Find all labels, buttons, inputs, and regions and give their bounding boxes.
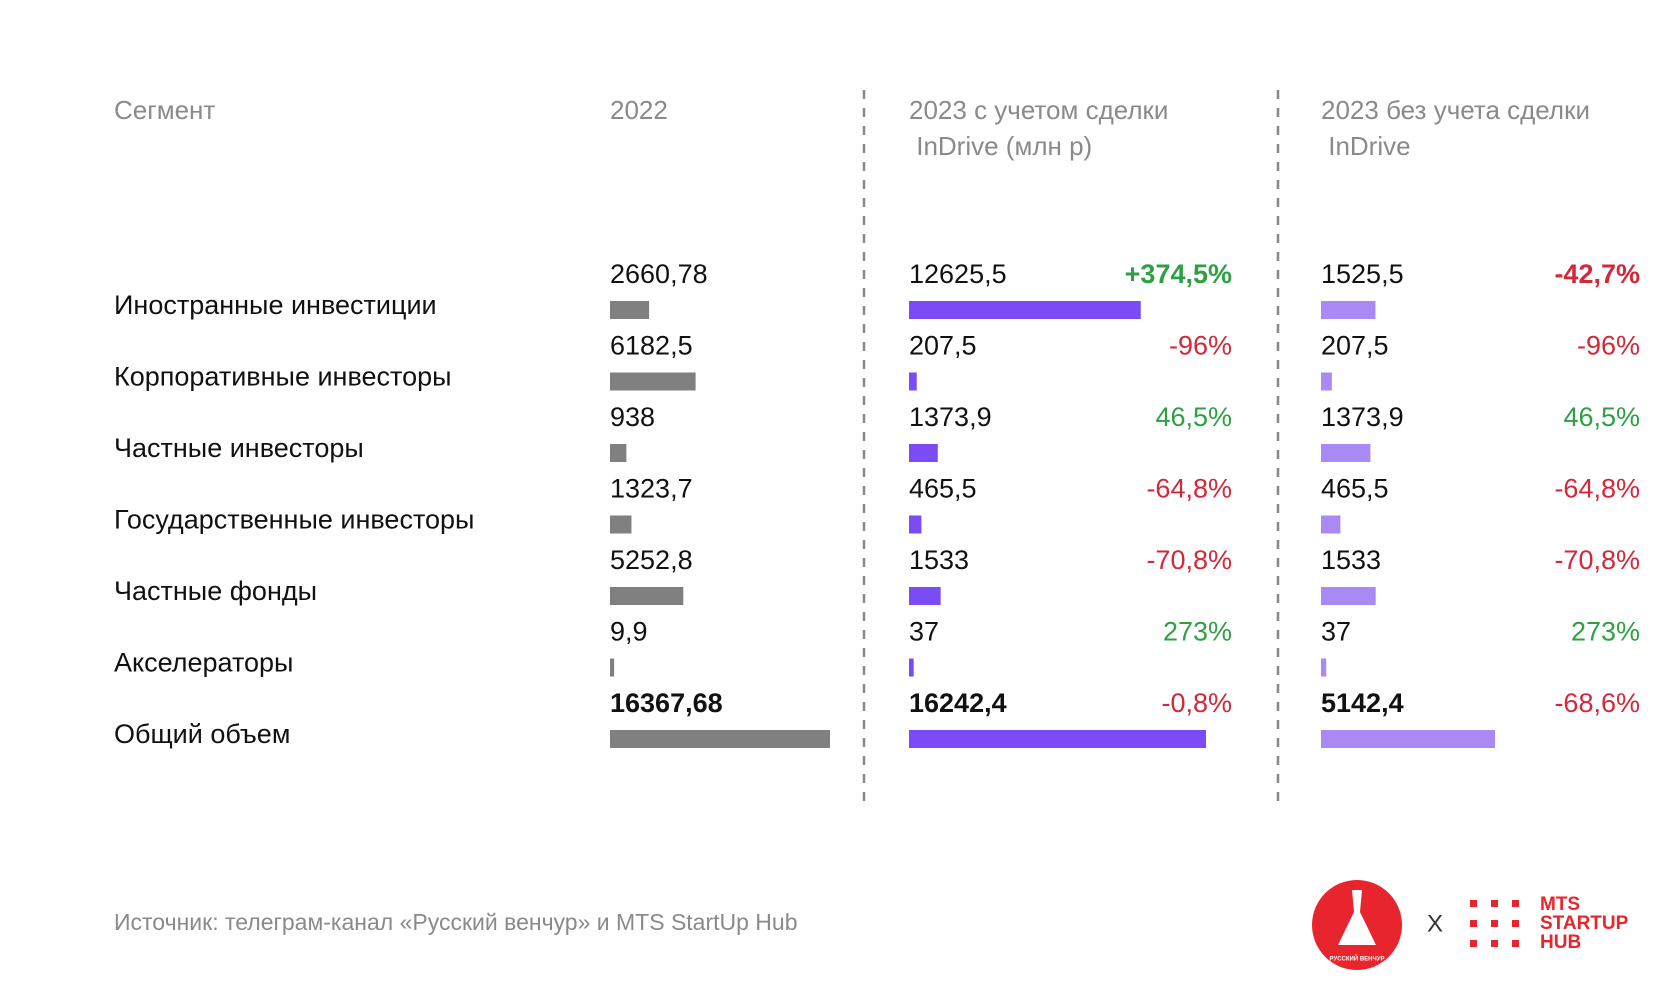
row-label: Общий объем — [114, 719, 290, 749]
value-label: 465,5 — [909, 474, 977, 504]
row-label: Государственные инвесторы — [114, 505, 474, 535]
value-label: 1323,7 — [610, 474, 693, 504]
change-label: -42,7% — [1554, 259, 1640, 289]
bar — [909, 301, 1141, 319]
bar — [1321, 372, 1332, 391]
row-label: Частные фонды — [114, 576, 317, 606]
logo-text: MTS — [1540, 894, 1580, 915]
bar — [909, 372, 917, 391]
value-label: 12625,5 — [909, 259, 1007, 289]
value-label: 207,5 — [1321, 331, 1389, 361]
column-header: 2023 с учетом сделки InDrive (млн р) — [909, 95, 1168, 161]
value-label: 5142,4 — [1321, 688, 1404, 718]
column-header: 2022 — [610, 95, 668, 125]
change-label: +374,5% — [1125, 259, 1232, 289]
bar — [610, 658, 615, 677]
change-label: -96% — [1169, 331, 1232, 361]
row-label: Иностранные инвестиции — [114, 290, 437, 320]
column-header: Сегмент — [114, 95, 215, 125]
bar — [1321, 301, 1376, 319]
value-label: 2660,78 — [610, 259, 708, 289]
value-label: 9,9 — [610, 617, 648, 647]
value-label: 37 — [909, 617, 939, 647]
bar — [610, 515, 632, 534]
value-label: 1525,5 — [1321, 259, 1404, 289]
row-label: Акселераторы — [114, 648, 293, 678]
value-label: 938 — [610, 402, 655, 432]
bar — [1321, 444, 1371, 462]
column-header: 2023 без учета сделки InDrive — [1321, 95, 1590, 161]
change-label: -96% — [1577, 331, 1640, 361]
row-label: Корпоративные инвесторы — [114, 362, 452, 392]
value-label: 465,5 — [1321, 474, 1389, 504]
logo-text: STARTUP — [1540, 913, 1629, 934]
change-label: 273% — [1163, 617, 1232, 647]
value-label: 16367,68 — [610, 688, 723, 718]
bar — [610, 444, 627, 462]
change-label: -0,8% — [1161, 688, 1232, 718]
value-label: 6182,5 — [610, 331, 693, 361]
value-label: 16242,4 — [909, 688, 1007, 718]
value-label: 37 — [1321, 617, 1351, 647]
value-label: 1373,9 — [1321, 402, 1404, 432]
bar — [1321, 658, 1327, 677]
value-label: 1373,9 — [909, 402, 992, 432]
bar — [909, 658, 914, 677]
logo-icon — [1338, 890, 1376, 945]
value-label: 5252,8 — [610, 545, 693, 575]
bar — [610, 587, 684, 605]
bar — [909, 515, 922, 534]
bar — [1321, 587, 1376, 605]
change-label: -70,8% — [1554, 545, 1640, 575]
bar — [909, 444, 938, 462]
logo-text: HUB — [1540, 932, 1581, 953]
bar — [610, 730, 830, 748]
change-label: 46,5% — [1155, 402, 1232, 432]
row-label: Частные инвесторы — [114, 433, 364, 463]
source: Источник: телеграм-канал «Русский венчур… — [114, 909, 798, 935]
logo-text: РУССКИЙ ВЕНЧУР — [1330, 955, 1385, 963]
change-label: -64,8% — [1146, 474, 1232, 504]
change-label: -68,6% — [1554, 688, 1640, 718]
change-label: 273% — [1571, 617, 1640, 647]
logo-dots — [1470, 900, 1519, 947]
change-label: -70,8% — [1146, 545, 1232, 575]
logo-separator: X — [1427, 910, 1443, 937]
bar — [1321, 730, 1495, 748]
bar — [610, 372, 696, 391]
value-label: 1533 — [1321, 545, 1381, 575]
bar — [909, 730, 1206, 748]
bar — [1321, 515, 1341, 534]
value-label: 1533 — [909, 545, 969, 575]
change-label: -64,8% — [1554, 474, 1640, 504]
change-label: 46,5% — [1563, 402, 1640, 432]
bar — [909, 587, 941, 605]
value-label: 207,5 — [909, 331, 977, 361]
bar — [610, 301, 650, 319]
